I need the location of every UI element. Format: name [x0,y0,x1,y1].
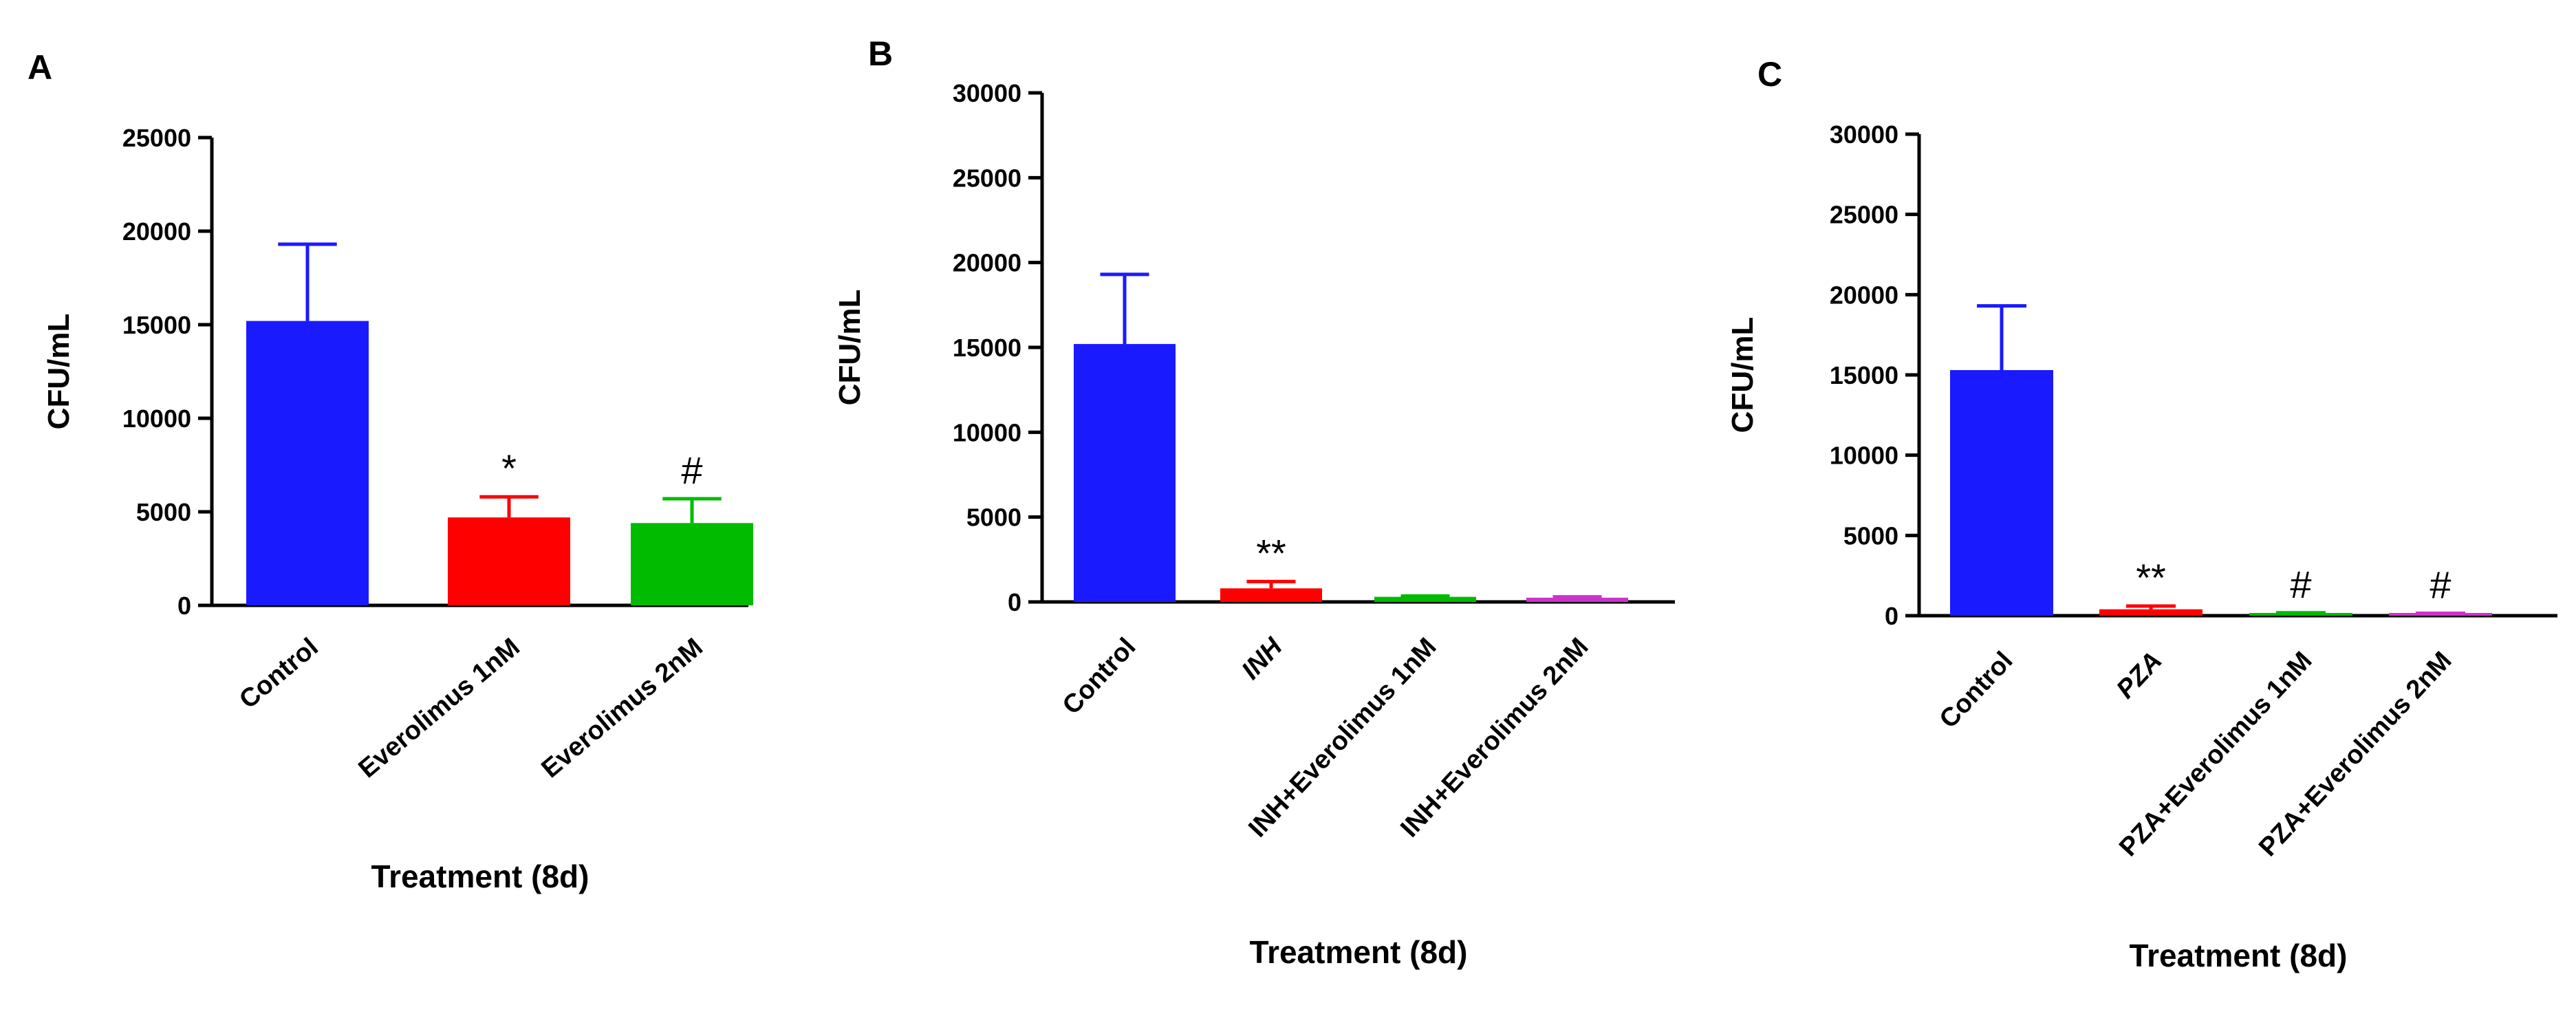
significance-marker: # [2429,563,2451,607]
bar-inh [1220,588,1322,602]
chart-panel-b: B 0 5000 10000 15000 20000 25000 30000 CFU/mL Con… [833,34,1675,970]
x-axis-label: Treatment (8d) [1250,934,1468,970]
y-tick-label: 30000 [1830,120,1898,149]
x-category-label: Control [234,633,323,715]
significance-marker: ** [2136,556,2166,599]
y-tick-label: 30000 [953,79,1021,107]
y-tick-label: 5000 [1843,521,1898,550]
bar-everolimus-2nm [631,523,753,605]
y-tick-label: 10000 [122,404,191,433]
y-tick-label: 20000 [953,249,1021,277]
y-tick-label: 20000 [122,217,191,246]
y-tick-label: 10000 [953,418,1021,446]
y-tick-label: 15000 [953,334,1021,362]
y-tick-label: 0 [1885,602,1898,630]
bar-pza [2099,609,2202,616]
x-category-label: Control [1057,632,1142,720]
panel-letter: A [28,48,52,87]
chart-panel-c: C 0 5000 10000 15000 20000 25000 30000 CFU/mL Con… [1726,55,2557,973]
significance-marker: ** [1256,531,1286,574]
y-axis-label: CFU/mL [1726,317,1760,433]
panel-letter: C [1757,55,1782,94]
y-tick-label: 15000 [1830,361,1898,389]
y-axis-label: CFU/mL [42,314,76,430]
significance-marker: # [2290,563,2311,606]
y-tick-label: 25000 [122,124,191,152]
y-tick-label: 25000 [953,164,1021,192]
y-axis-label: CFU/mL [833,290,867,406]
bar-everolimus-1nm [448,517,570,605]
y-tick-label: 20000 [1830,281,1898,309]
y-tick-label: 10000 [1830,442,1898,470]
panel-letter: B [868,34,893,73]
bar-control [246,321,369,605]
x-axis-label: Treatment (8d) [2130,938,2348,973]
x-category-label: PZA [2111,646,2168,704]
significance-marker: # [681,449,702,492]
y-tick-label: 0 [177,592,191,620]
x-category-label: Control [1934,646,2019,733]
bar-control [1074,344,1176,602]
y-tick-label: 5000 [136,498,191,526]
bar-control [1950,370,2053,616]
x-category-label: INH [1236,632,1288,685]
x-axis-label: Treatment (8d) [371,859,589,894]
y-tick-label: 5000 [966,504,1021,532]
x-category-label: Everolimus 2nM [537,633,708,784]
bar-inh-everolimus-1nm [1374,596,1476,602]
bar-inh-everolimus-2nm [1526,597,1628,602]
significance-marker: * [501,446,517,490]
chart-panel-a: A 0 5000 10000 15000 20000 25000 CFU/mL Control *… [28,48,753,894]
y-tick-label: 15000 [122,311,191,339]
y-tick-label: 0 [1008,588,1021,616]
x-category-label: Everolimus 1nM [354,633,526,784]
y-tick-label: 25000 [1830,201,1898,229]
